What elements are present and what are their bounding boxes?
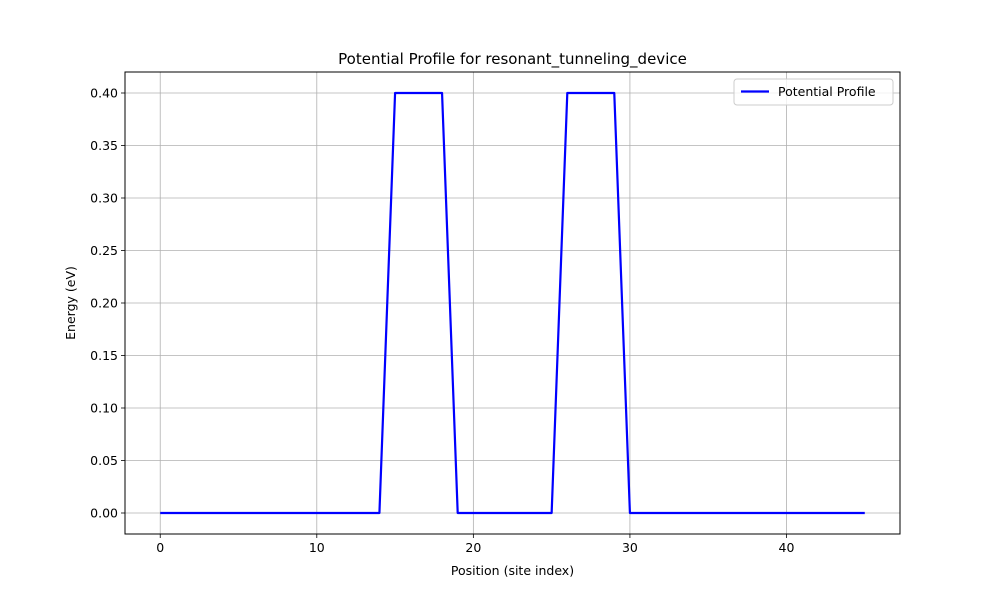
x-tick-label: 40 [779, 540, 795, 555]
y-tick-label: 0.10 [90, 401, 118, 416]
x-tick-label: 20 [465, 540, 481, 555]
y-tick-label: 0.40 [90, 86, 118, 101]
y-tick-label: 0.15 [90, 348, 118, 363]
y-tick-label: 0.35 [90, 138, 118, 153]
chart-title: Potential Profile for resonant_tunneling… [338, 50, 687, 69]
x-tick-label: 30 [622, 540, 638, 555]
y-axis-ticks: 0.00 0.05 0.10 0.15 0.20 0.25 0.30 0.35 0.40 [90, 86, 125, 521]
y-tick-label: 0.25 [90, 243, 118, 258]
y-tick-label: 0.00 [90, 506, 118, 521]
grid-lines [125, 72, 900, 534]
y-axis-label: Energy (eV) [63, 266, 78, 340]
x-tick-label: 0 [156, 540, 164, 555]
legend-label: Potential Profile [778, 84, 876, 99]
legend: Potential Profile [734, 79, 893, 105]
x-axis-label: Position (site index) [451, 563, 574, 578]
x-tick-label: 10 [309, 540, 325, 555]
y-tick-label: 0.05 [90, 453, 118, 468]
y-tick-label: 0.20 [90, 296, 118, 311]
x-axis-ticks: 0 10 20 30 40 [156, 534, 794, 555]
y-tick-label: 0.30 [90, 191, 118, 206]
